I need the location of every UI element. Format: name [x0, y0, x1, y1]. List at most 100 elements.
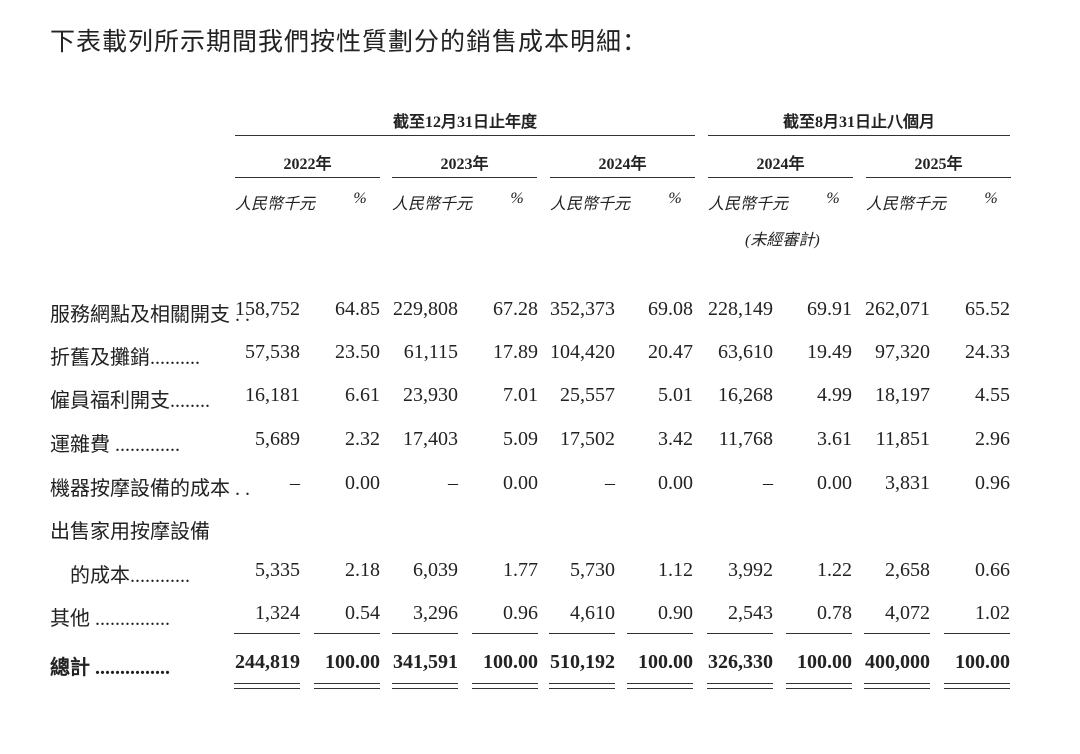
total-double-underline — [392, 683, 458, 684]
total-double-underline — [314, 683, 380, 684]
unit-rmb: 人民幣千元 — [708, 196, 789, 213]
table-cell: 3.61 — [817, 428, 852, 450]
table-cell: 1.77 — [503, 559, 538, 581]
table-intro-text: 下表載列所示期間我們按性質劃分的銷售成本明細： — [50, 29, 649, 56]
unit-rmb: 人民幣千元 — [866, 196, 947, 213]
table-cell: 6.61 — [345, 384, 380, 406]
table-cell: 4,072 — [885, 602, 930, 624]
total-double-underline — [707, 683, 773, 684]
unit-rmb: 人民幣千元 — [550, 196, 631, 213]
table-cell: 11,768 — [718, 428, 773, 450]
table-cell: 69.08 — [648, 298, 693, 320]
table-cell: 7.01 — [503, 384, 538, 406]
divider — [708, 135, 1010, 136]
year-header: 2023年 — [440, 156, 489, 173]
subtotal-underline — [549, 633, 615, 634]
total-double-underline — [314, 688, 380, 689]
table-cell: 2.18 — [345, 559, 380, 581]
row-label: 的成本............ — [50, 565, 190, 587]
table-cell: 1.22 — [817, 559, 852, 581]
total-double-underline — [472, 688, 538, 689]
unaudited-note: (未經審計) — [745, 232, 820, 249]
table-cell: 18,197 — [875, 384, 930, 406]
table-cell: 23.50 — [335, 341, 380, 363]
total-double-underline — [234, 683, 300, 684]
total-cell: 100.00 — [325, 651, 380, 673]
unit-percent: % — [668, 190, 682, 207]
unit-rmb: 人民幣千元 — [235, 196, 316, 213]
row-label: 機器按摩設備的成本 . . — [50, 478, 250, 500]
total-double-underline — [549, 683, 615, 684]
row-label: 服務網點及相關開支 . . — [50, 304, 250, 326]
subtotal-underline — [944, 633, 1010, 634]
total-cell: 100.00 — [638, 651, 693, 673]
divider — [235, 177, 380, 178]
total-double-underline — [627, 683, 693, 684]
total-double-underline — [392, 688, 458, 689]
year-header: 2024年 — [756, 156, 805, 173]
divider — [392, 177, 537, 178]
table-cell: 5.01 — [658, 384, 693, 406]
year-header: 2025年 — [914, 156, 963, 173]
total-double-underline — [944, 683, 1010, 684]
table-cell: 352,373 — [550, 298, 615, 320]
table-cell: 1,324 — [255, 602, 300, 624]
table-cell: – — [290, 472, 300, 494]
table-cell: 20.47 — [648, 341, 693, 363]
table-cell: 0.00 — [658, 472, 693, 494]
table-cell: 158,752 — [235, 298, 300, 320]
total-double-underline — [627, 688, 693, 689]
table-cell: 1.02 — [975, 602, 1010, 624]
divider — [866, 177, 1011, 178]
unit-percent: % — [510, 190, 524, 207]
subtotal-underline — [864, 633, 930, 634]
table-cell: 1.12 — [658, 559, 693, 581]
total-double-underline — [472, 683, 538, 684]
table-cell: 3.42 — [658, 428, 693, 450]
table-cell: 4.99 — [817, 384, 852, 406]
table-cell: 5,689 — [255, 428, 300, 450]
subtotal-underline — [392, 633, 458, 634]
table-cell: 5.09 — [503, 428, 538, 450]
total-cell: 100.00 — [955, 651, 1010, 673]
table-cell: 0.66 — [975, 559, 1010, 581]
unit-percent: % — [353, 190, 367, 207]
subtotal-underline — [707, 633, 773, 634]
divider — [708, 177, 853, 178]
table-cell: – — [605, 472, 615, 494]
total-double-underline — [944, 688, 1010, 689]
table-cell: 23,930 — [403, 384, 458, 406]
table-cell: 65.52 — [965, 298, 1010, 320]
group-header-annual: 截至12月31日止年度 — [392, 114, 537, 131]
unit-percent: % — [984, 190, 998, 207]
divider — [550, 177, 695, 178]
group-header-eight-months: 截至8月31日止八個月 — [782, 114, 935, 131]
table-cell: 0.78 — [817, 602, 852, 624]
table-cell: 97,320 — [875, 341, 930, 363]
table-cell: 16,268 — [718, 384, 773, 406]
unit-percent: % — [826, 190, 840, 207]
total-double-underline — [864, 683, 930, 684]
total-double-underline — [707, 688, 773, 689]
table-cell: 69.91 — [807, 298, 852, 320]
subtotal-underline — [472, 633, 538, 634]
subtotal-underline — [627, 633, 693, 634]
table-cell: 17.89 — [493, 341, 538, 363]
total-double-underline — [786, 688, 852, 689]
total-cell: 400,000 — [865, 651, 930, 673]
total-cell: 244,819 — [235, 651, 300, 673]
row-label: 僱員福利開支........ — [50, 390, 210, 412]
table-cell: 262,071 — [865, 298, 930, 320]
table-cell: 67.28 — [493, 298, 538, 320]
table-cell: 4.55 — [975, 384, 1010, 406]
table-cell: 57,538 — [245, 341, 300, 363]
table-cell: 3,296 — [413, 602, 458, 624]
table-cell: 25,557 — [560, 384, 615, 406]
table-cell: 4,610 — [570, 602, 615, 624]
table-cell: 16,181 — [245, 384, 300, 406]
row-label: 出售家用按摩設備 — [50, 521, 210, 543]
table-cell: 63,610 — [718, 341, 773, 363]
table-cell: 228,149 — [708, 298, 773, 320]
table-cell: 2,543 — [728, 602, 773, 624]
